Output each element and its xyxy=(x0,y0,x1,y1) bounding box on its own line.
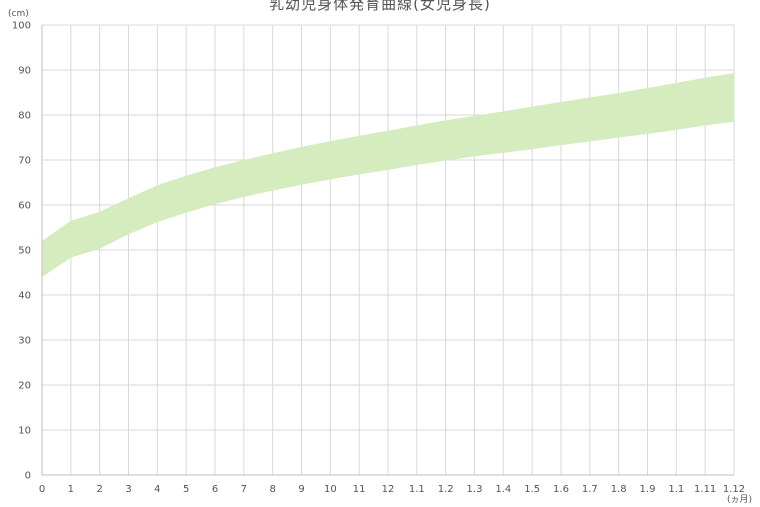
y-tick-label: 100 xyxy=(12,21,31,32)
x-tick-label: 5 xyxy=(183,484,189,495)
x-tick-label: 1.5 xyxy=(524,484,540,495)
x-tick-label: 1.7 xyxy=(582,484,598,495)
x-tick-label: 11 xyxy=(353,484,366,495)
x-tick-label: 12 xyxy=(382,484,395,495)
y-tick-label: 70 xyxy=(18,156,31,167)
x-tick-label: 7 xyxy=(241,484,247,495)
growth-band-area xyxy=(42,73,734,278)
x-tick-label: 1.6 xyxy=(553,484,569,495)
x-tick-label: 10 xyxy=(324,484,337,495)
x-tick-label: 1.3 xyxy=(467,484,483,495)
y-tick-label: 80 xyxy=(18,111,31,122)
x-tick-label: 1.11 xyxy=(694,484,716,495)
x-tick-label: 8 xyxy=(269,484,275,495)
x-axis-unit: (ヵ月) xyxy=(727,494,752,505)
x-tick-label: 2 xyxy=(96,484,102,495)
y-tick-label: 50 xyxy=(18,246,31,257)
y-tick-label: 90 xyxy=(18,66,31,77)
y-tick-label: 10 xyxy=(18,426,31,437)
y-tick-label: 20 xyxy=(18,381,31,392)
x-tick-label: 9 xyxy=(298,484,304,495)
y-tick-label: 30 xyxy=(18,336,31,347)
x-tick-label: 1.4 xyxy=(495,484,511,495)
grid-lines xyxy=(42,24,735,475)
y-tick-label: 60 xyxy=(18,201,31,212)
x-tick-label: 0 xyxy=(39,484,45,495)
y-tick-label: 0 xyxy=(25,471,31,482)
x-tick-label: 1.12 xyxy=(723,484,745,495)
x-tick-label: 6 xyxy=(212,484,218,495)
x-tick-label: 1.2 xyxy=(438,484,454,495)
x-tick-label: 4 xyxy=(154,484,160,495)
y-tick-label: 40 xyxy=(18,291,31,302)
chart-title: 乳幼児身体発育曲線(女児身長) xyxy=(269,0,491,13)
growth-band xyxy=(42,73,734,278)
x-tick-label: 1.1 xyxy=(409,484,425,495)
x-tick-label: 1.9 xyxy=(640,484,656,495)
x-tick-label: 3 xyxy=(125,484,131,495)
x-tick-label: 1 xyxy=(68,484,74,495)
x-tick-label: 1.1 xyxy=(668,484,684,495)
y-axis-unit: (cm) xyxy=(8,9,29,19)
x-tick-label: 1.8 xyxy=(611,484,627,495)
